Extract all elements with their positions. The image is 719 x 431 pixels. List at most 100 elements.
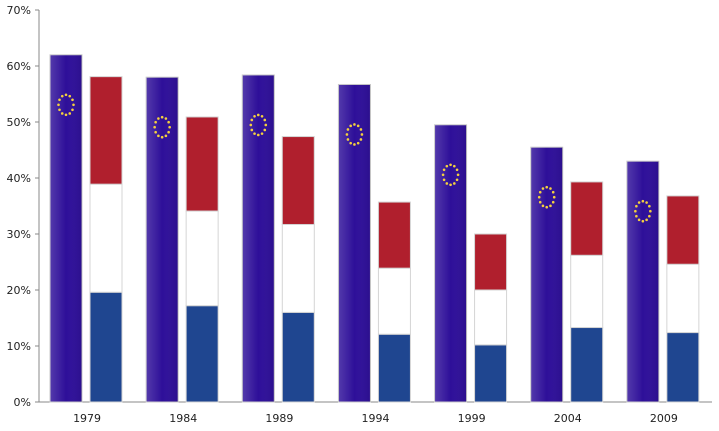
star xyxy=(68,94,72,98)
star xyxy=(648,214,651,218)
star xyxy=(256,113,260,117)
star xyxy=(250,128,254,132)
stack-segment-1984-0 xyxy=(185,305,219,403)
y-tick-label: 70% xyxy=(7,4,31,17)
bar-shine-1979 xyxy=(50,54,82,403)
star xyxy=(263,128,267,132)
y-tick-label: 40% xyxy=(7,172,31,185)
star xyxy=(545,185,549,189)
y-tick-label: 20% xyxy=(7,284,31,297)
star xyxy=(356,141,360,145)
x-tick-label: 1994 xyxy=(362,412,390,425)
star xyxy=(538,200,542,204)
star xyxy=(641,199,645,203)
x-tick-label: 2004 xyxy=(554,412,582,425)
star xyxy=(253,114,256,118)
stack-segment-1994-0 xyxy=(377,333,411,403)
star xyxy=(637,201,641,204)
y-tick-label: 10% xyxy=(7,340,31,353)
stack-segment-1979-1 xyxy=(89,183,123,293)
star xyxy=(541,187,545,190)
x-tick-label: 1979 xyxy=(73,412,101,425)
eu-star-circle-icon xyxy=(57,93,75,117)
star xyxy=(649,209,652,213)
star xyxy=(71,98,74,102)
star xyxy=(264,123,268,127)
stack-segment-1979-2 xyxy=(89,76,123,185)
star xyxy=(72,103,75,107)
bar-shine-1984 xyxy=(146,77,179,402)
star xyxy=(349,124,352,128)
star xyxy=(353,123,356,126)
axes xyxy=(35,9,712,403)
star xyxy=(157,117,160,120)
star xyxy=(260,132,264,135)
stack-segment-1994-2 xyxy=(377,201,411,269)
star xyxy=(648,204,651,208)
stack-segment-2004-2 xyxy=(570,181,604,256)
stack-segment-2009-2 xyxy=(666,195,700,265)
star xyxy=(168,125,171,129)
y-tick-label: 30% xyxy=(7,228,31,241)
star xyxy=(538,190,542,194)
x-tick-label: 1984 xyxy=(169,412,197,425)
star xyxy=(249,123,253,127)
star xyxy=(164,117,168,120)
star xyxy=(346,128,350,131)
bar-shine-1999 xyxy=(434,124,467,403)
star xyxy=(635,214,638,218)
star xyxy=(360,133,364,136)
eu-star-circle-icon xyxy=(249,113,268,137)
star xyxy=(154,130,157,134)
bar-shine-2004 xyxy=(530,147,563,402)
star xyxy=(64,93,68,97)
eu-star-circle-icon xyxy=(153,115,171,139)
star xyxy=(167,120,170,124)
stack-segment-1999-2 xyxy=(474,233,508,291)
star xyxy=(541,204,545,208)
star xyxy=(445,164,449,168)
stack-segment-1999-1 xyxy=(474,289,508,346)
star xyxy=(551,200,555,204)
eu-star-circle-icon xyxy=(441,163,460,187)
star xyxy=(58,108,61,112)
star xyxy=(57,103,60,107)
star xyxy=(160,115,164,119)
y-tick-label: 50% xyxy=(7,116,31,129)
x-tick-label: 1999 xyxy=(458,412,486,425)
stack-segment-1984-2 xyxy=(185,116,219,212)
stack-segment-2009-0 xyxy=(666,332,700,403)
star xyxy=(359,138,363,141)
star xyxy=(455,168,459,172)
star xyxy=(253,132,256,135)
stack-segment-1989-1 xyxy=(281,223,315,313)
bars xyxy=(49,54,700,403)
star xyxy=(549,187,552,190)
star xyxy=(645,218,648,222)
star xyxy=(453,164,456,168)
x-tick-label: 1989 xyxy=(265,412,293,425)
star xyxy=(441,173,445,177)
star xyxy=(345,133,349,136)
star xyxy=(635,204,638,208)
star xyxy=(455,178,459,182)
eu-star-circle-icon xyxy=(634,199,652,223)
stack-segment-1984-1 xyxy=(185,210,219,307)
star xyxy=(551,190,555,194)
star xyxy=(160,135,164,139)
star xyxy=(549,204,552,208)
star xyxy=(154,120,157,124)
stack-segment-2009-1 xyxy=(666,263,700,334)
star xyxy=(442,168,446,172)
bar-shine-1994 xyxy=(338,84,371,402)
star xyxy=(537,195,541,199)
stack-segment-1999-0 xyxy=(474,344,508,403)
bar-shine-1989 xyxy=(242,74,275,403)
star xyxy=(250,118,254,122)
star xyxy=(346,138,350,141)
star xyxy=(60,112,64,115)
star xyxy=(164,134,168,138)
star xyxy=(263,118,267,122)
star xyxy=(641,219,645,223)
